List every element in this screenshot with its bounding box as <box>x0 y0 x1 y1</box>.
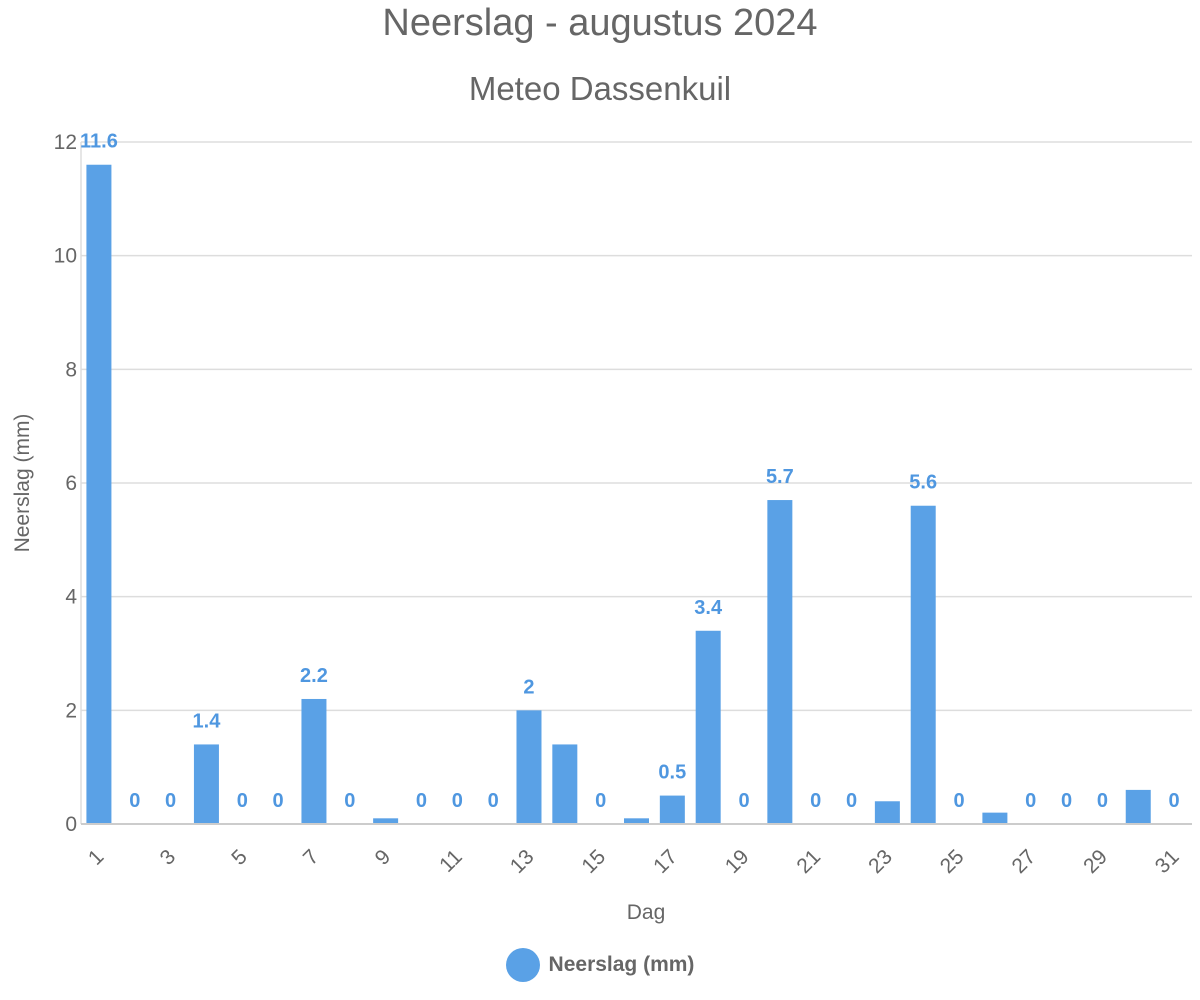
x-tick-label: 21 <box>792 845 825 878</box>
data-label: 5.7 <box>766 466 794 488</box>
bar-day-17[interactable] <box>659 795 685 824</box>
y-tick-label: 10 <box>54 245 77 268</box>
data-label: 0 <box>129 790 140 812</box>
data-label: 0 <box>846 790 857 812</box>
data-label: 0 <box>416 790 427 812</box>
x-tick-label: 11 <box>435 845 467 877</box>
data-label: 2 <box>523 676 534 698</box>
axes <box>80 142 1192 825</box>
x-tick-label: 25 <box>936 845 969 878</box>
bar-day-9[interactable] <box>373 818 399 824</box>
grid-lines <box>81 141 1192 712</box>
data-label: 5.6 <box>909 472 937 494</box>
data-labels: 11.6 0 0 1.4 0 0 2.2 0 0 0 0 2 0 0.5 3.4 0 5.7 0 0 5.6 0 0 0 0 0 <box>80 131 1180 812</box>
bar-day-13[interactable] <box>516 710 542 824</box>
data-label: 0 <box>344 790 355 812</box>
y-tick-label: 4 <box>65 586 77 609</box>
data-label: 0 <box>953 790 964 812</box>
x-tick-label: 3 <box>156 845 181 870</box>
x-tick-label: 29 <box>1079 845 1112 878</box>
data-label: 0.5 <box>658 762 686 784</box>
bar-day-24[interactable] <box>910 505 936 824</box>
x-tick-label: 15 <box>577 845 610 878</box>
data-label: 2.2 <box>300 665 328 687</box>
legend-label: Neerslag (mm) <box>548 953 695 976</box>
x-tick-label: 19 <box>721 845 754 878</box>
data-label: 0 <box>810 790 821 812</box>
y-tick-label: 8 <box>65 358 77 381</box>
data-label: 0 <box>738 790 749 812</box>
x-tick-label: 7 <box>299 845 324 870</box>
data-label: 11.6 <box>80 131 118 153</box>
bars <box>86 164 1151 824</box>
bar-day-1[interactable] <box>86 164 112 824</box>
y-axis-title: Neerslag (mm) <box>11 414 34 553</box>
x-tick-label: 17 <box>649 845 682 878</box>
x-axis-title: Dag <box>627 901 666 924</box>
data-label: 3.4 <box>694 597 723 619</box>
bar-day-23[interactable] <box>874 801 900 824</box>
bar-day-4[interactable] <box>193 744 219 824</box>
bar-day-20[interactable] <box>767 500 793 824</box>
data-label: 0 <box>1025 790 1036 812</box>
bar-day-18[interactable] <box>695 630 721 824</box>
chart-title: Neerslag - augustus 2024 <box>382 2 818 44</box>
y-tick-label: 12 <box>54 131 77 154</box>
data-label: 0 <box>1169 790 1180 812</box>
data-label: 0 <box>273 790 284 812</box>
bar-day-14[interactable] <box>552 744 578 824</box>
x-tick-label: 23 <box>864 845 897 878</box>
x-tick-label: 9 <box>371 845 396 870</box>
legend[interactable]: Neerslag (mm) <box>0 948 1200 982</box>
y-tick-label: 2 <box>65 699 77 722</box>
bar-day-26[interactable] <box>982 812 1008 824</box>
data-label: 0 <box>165 790 176 812</box>
data-label: 1.4 <box>193 710 222 732</box>
data-label: 0 <box>452 790 463 812</box>
x-tick-label: 27 <box>1007 845 1040 878</box>
data-label: 0 <box>237 790 248 812</box>
legend-swatch <box>505 948 540 982</box>
y-tick-label: 0 <box>65 813 77 836</box>
x-tick-label: 1 <box>84 845 109 870</box>
chart-subtitle: Meteo Dassenkuil <box>468 70 732 107</box>
x-tick-label: 5 <box>227 845 252 870</box>
data-label: 0 <box>1061 790 1072 812</box>
x-tick-labels: 1 3 5 7 9 11 13 15 17 19 21 23 25 27 29 31 <box>84 845 1184 878</box>
bar-day-7[interactable] <box>301 698 327 824</box>
data-label: 0 <box>1097 790 1108 812</box>
y-tick-label: 6 <box>65 472 77 495</box>
data-label: 0 <box>595 790 606 812</box>
x-tick-label: 31 <box>1151 845 1184 878</box>
data-label: 0 <box>488 790 499 812</box>
y-tick-labels: 0 2 4 6 8 10 12 <box>54 131 78 836</box>
bar-day-16[interactable] <box>624 818 649 824</box>
x-tick-label: 13 <box>506 845 539 878</box>
bar-day-30[interactable] <box>1125 789 1151 824</box>
